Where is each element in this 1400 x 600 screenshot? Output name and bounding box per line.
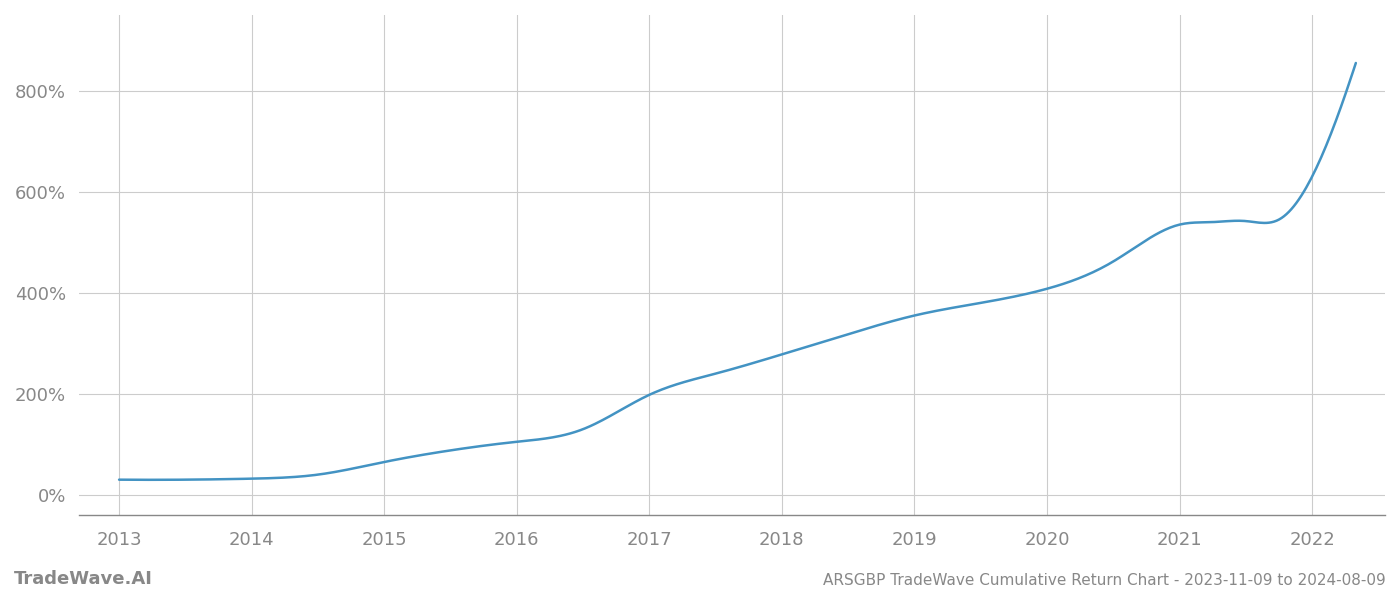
- Text: ARSGBP TradeWave Cumulative Return Chart - 2023-11-09 to 2024-08-09: ARSGBP TradeWave Cumulative Return Chart…: [823, 573, 1386, 588]
- Text: TradeWave.AI: TradeWave.AI: [14, 570, 153, 588]
